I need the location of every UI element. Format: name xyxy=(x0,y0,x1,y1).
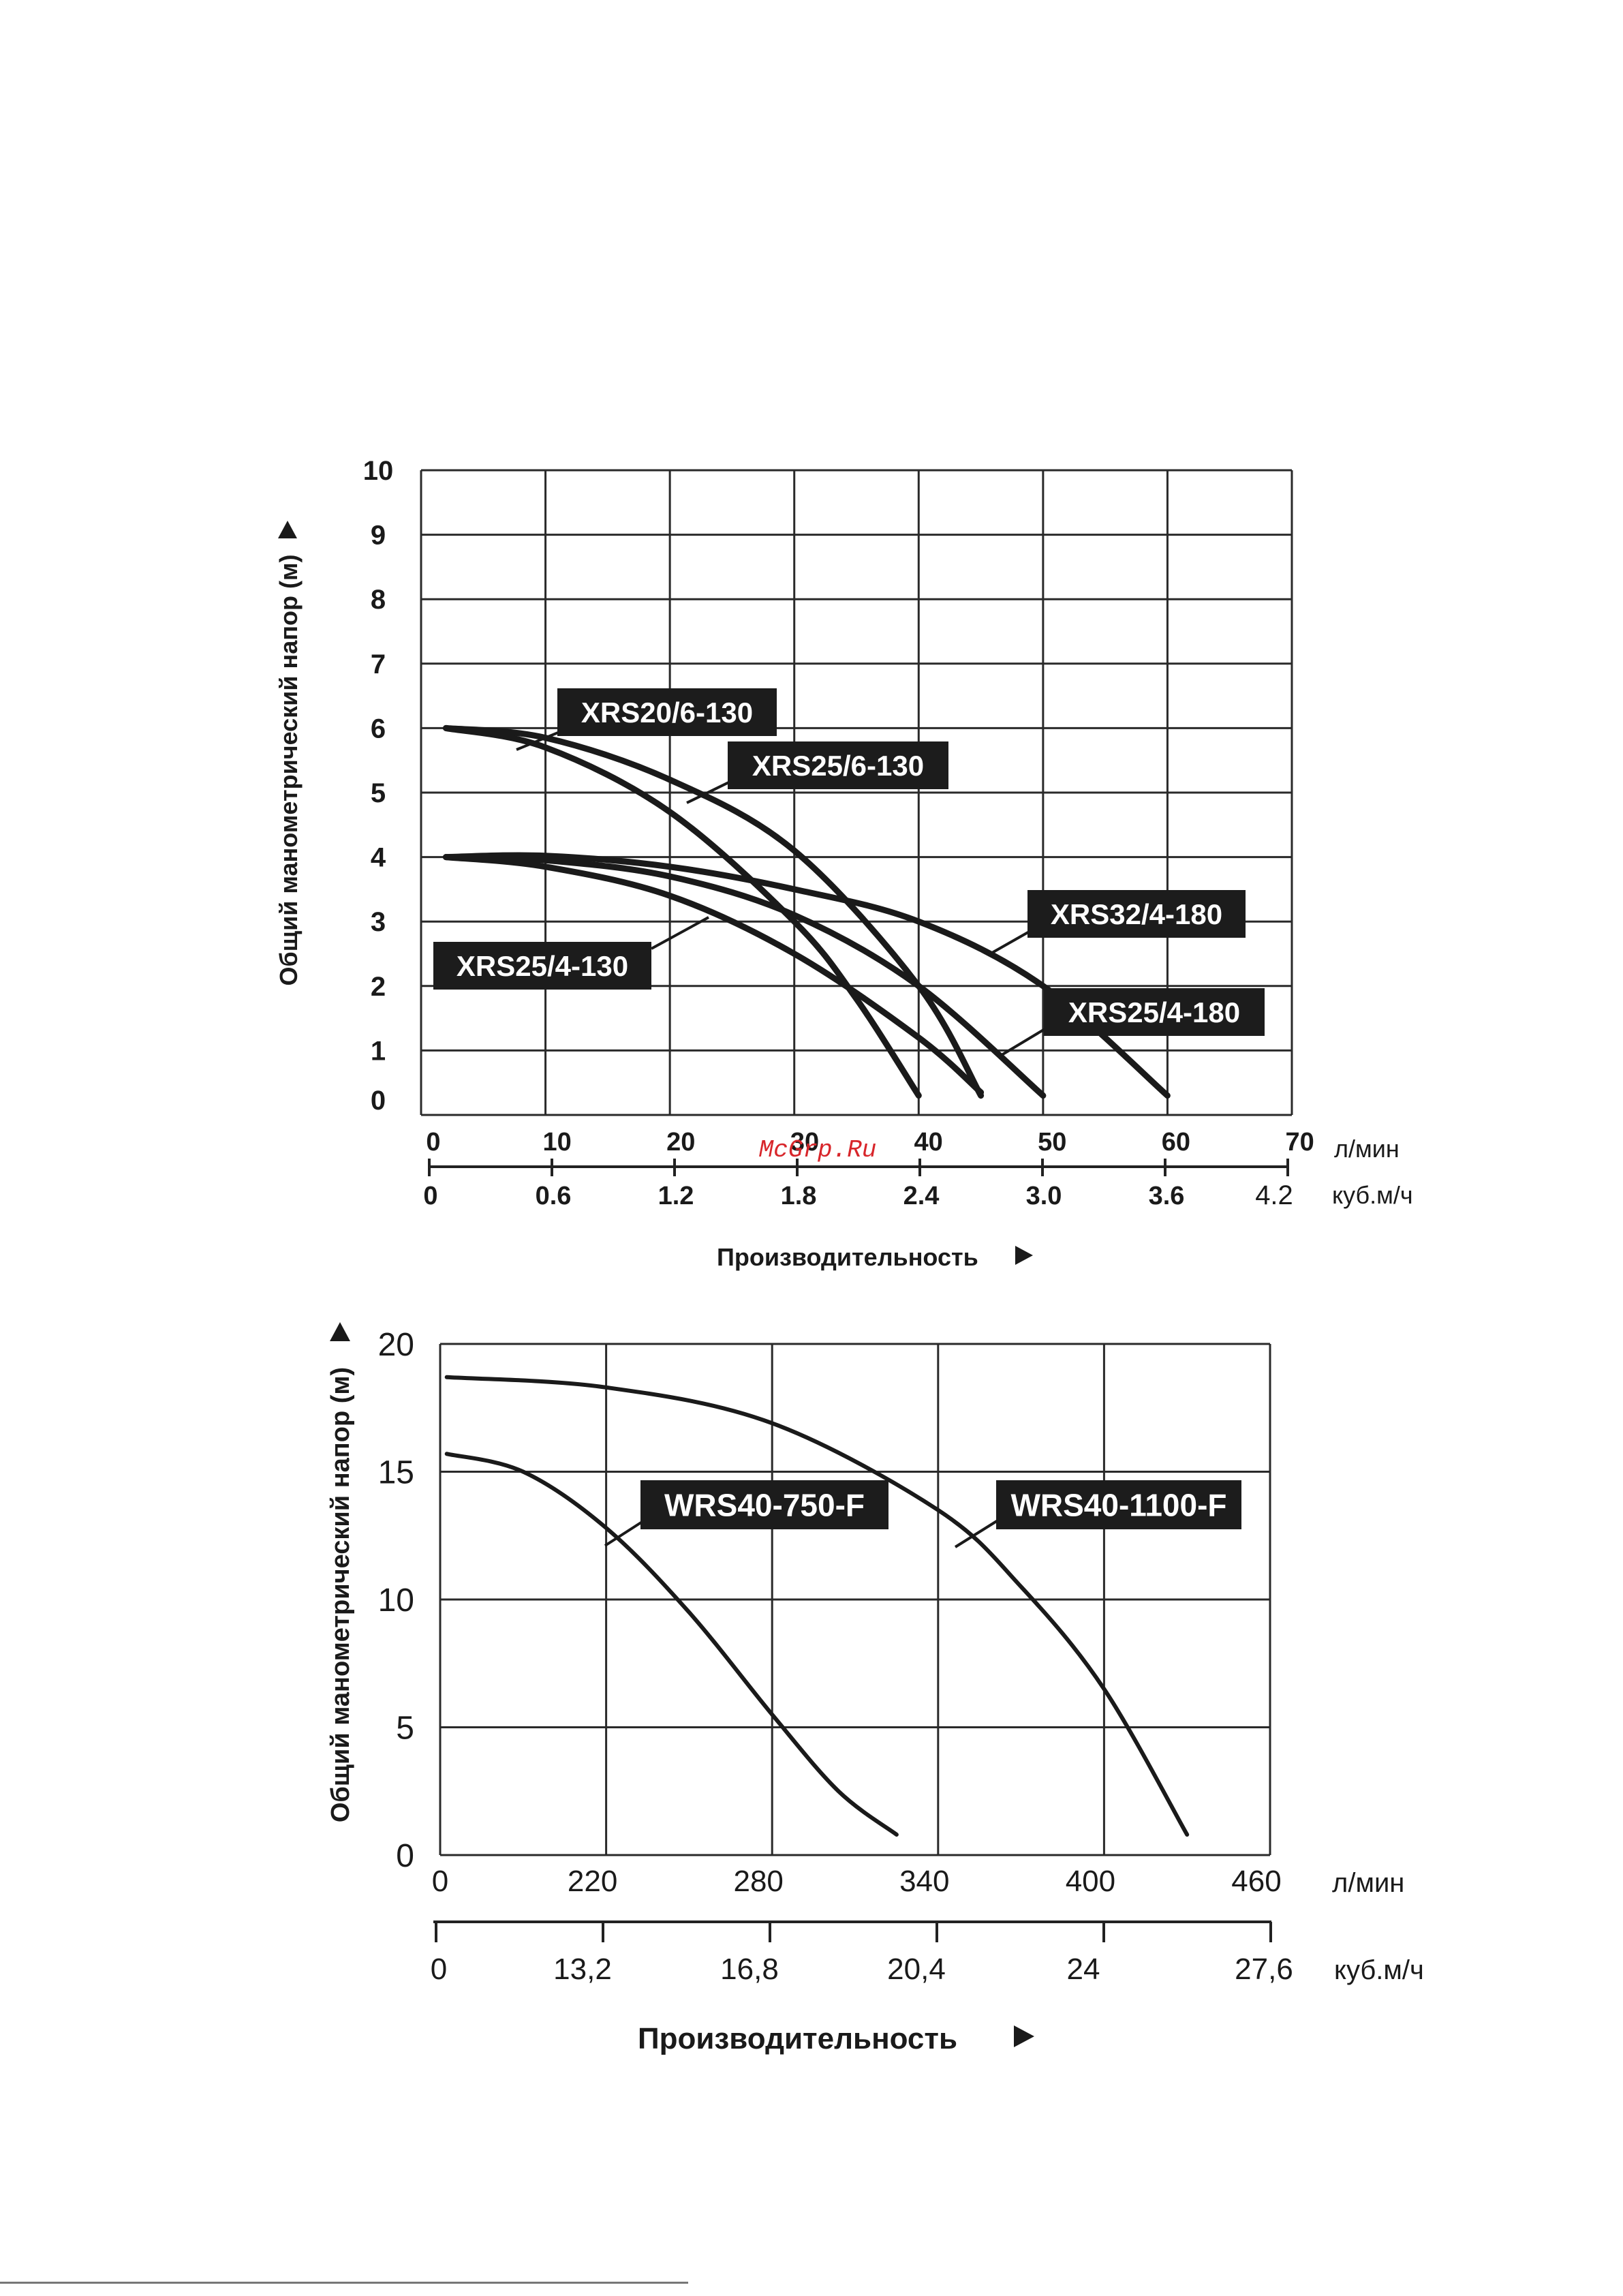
y-tick-label: 15 xyxy=(378,1455,414,1491)
x-tick-label-secondary: 27,6 xyxy=(1235,1953,1293,1986)
series-label-0: XRS20/6-130 xyxy=(581,697,753,729)
y-tick-label: 10 xyxy=(378,1582,414,1619)
series-label-0: WRS40-750-F xyxy=(664,1488,865,1523)
series-line-2 xyxy=(443,854,985,1096)
footer-rule xyxy=(0,2282,688,2284)
x-tick-label-primary: 0 xyxy=(426,1128,440,1157)
leader-line-2 xyxy=(651,916,709,950)
series-line-0 xyxy=(443,724,922,1099)
x-axis-arrow-icon xyxy=(1015,1246,1033,1265)
y-tick-label: 9 xyxy=(371,521,386,551)
x-tick-label-secondary: 0 xyxy=(423,1182,437,1210)
y-tick-label: 8 xyxy=(371,585,386,615)
y-tick-label: 5 xyxy=(371,778,386,808)
y-tick-label: 20 xyxy=(378,1327,414,1363)
y-tick-label: 2 xyxy=(371,972,386,1002)
x-axis-title: Производительность xyxy=(638,2022,957,2055)
x-tick-label-secondary: 3.0 xyxy=(1026,1182,1062,1210)
series-label-1: WRS40-1100-F xyxy=(1010,1488,1226,1523)
series-line-1 xyxy=(444,1375,1190,1837)
x-tick-label-primary: 10 xyxy=(543,1128,572,1157)
leader-line-0 xyxy=(604,1520,645,1547)
x-tick-label-primary: 30 xyxy=(790,1128,819,1157)
chart-2: 0 5 10 15 20 0 220 280 340 400 460 л/мин 0 13,2 16,8 20… xyxy=(326,1322,1424,2055)
x-tick-label-secondary: 1.2 xyxy=(658,1182,694,1210)
x-tick-label-secondary: 16,8 xyxy=(720,1953,779,1986)
y-axis-title: Общий манометрический напор (м) xyxy=(326,1367,355,1822)
x-tick-label-secondary: 24 xyxy=(1067,1953,1100,1986)
x-tick-label-secondary: 13,2 xyxy=(553,1953,612,1986)
x-tick-label-primary: 0 xyxy=(432,1865,448,1898)
x-tick-label-primary: 50 xyxy=(1038,1128,1066,1157)
x-tick-label-primary: 340 xyxy=(899,1865,949,1898)
series-label-4: XRS32/4-180 xyxy=(1051,898,1222,930)
series-label-box-0 xyxy=(640,1480,888,1529)
series-label-box-2 xyxy=(433,942,651,990)
y-tick-label: 7 xyxy=(371,649,386,679)
x-tick-label-secondary: 0.6 xyxy=(536,1182,572,1210)
x-tick-label-primary: 40 xyxy=(914,1128,942,1157)
x-tick-label-secondary: 0 xyxy=(431,1953,447,1986)
series-label-2: XRS25/4-130 xyxy=(457,950,628,982)
series-label-1: XRS25/6-130 xyxy=(752,750,924,782)
x-tick-label-primary: 400 xyxy=(1066,1865,1115,1898)
y-axis-arrow-icon xyxy=(278,521,297,538)
chart-1: 0 1 2 3 4 5 6 7 8 9 10 0 10 20 30 40 50 60 70 л/мин 0 0.6 1.2 1… xyxy=(275,456,1413,1271)
x-axis-arrow-icon xyxy=(1014,2025,1034,2047)
x-tick-label-primary: 460 xyxy=(1231,1865,1281,1898)
y-tick-label: 3 xyxy=(371,907,386,937)
y-tick-label: 10 xyxy=(363,456,394,486)
series-line-3 xyxy=(443,854,1047,1099)
x-tick-label-secondary: 1.8 xyxy=(781,1182,817,1210)
series-label-box-1 xyxy=(728,741,948,789)
x-tick-label-secondary: 3.6 xyxy=(1149,1182,1185,1210)
x-unit-secondary: куб.м/ч xyxy=(1332,1181,1413,1209)
x-tick-label-secondary: 2.4 xyxy=(903,1182,940,1210)
x-tick-label-secondary: 20,4 xyxy=(887,1953,946,1986)
series-label-3: XRS25/4-180 xyxy=(1068,996,1240,1028)
y-tick-label: 0 xyxy=(396,1838,414,1874)
leader-line-3 xyxy=(1000,1025,1051,1056)
x-unit-secondary: куб.м/ч xyxy=(1334,1955,1424,1985)
x-tick-label-primary: 70 xyxy=(1285,1128,1314,1157)
x-tick-label-secondary: 4.2 xyxy=(1255,1180,1293,1210)
y-tick-label: 4 xyxy=(371,843,386,873)
y-tick-label: 6 xyxy=(371,714,386,744)
series-line-0 xyxy=(444,1452,899,1837)
x-unit-primary: л/мин xyxy=(1332,1868,1404,1898)
y-tick-label: 5 xyxy=(396,1711,414,1747)
y-axis-arrow-icon xyxy=(330,1322,350,1341)
x-axis-title: Производительность xyxy=(717,1243,978,1271)
series-label-box-1 xyxy=(996,1480,1241,1529)
x-tick-label-primary: 280 xyxy=(733,1865,783,1898)
y-tick-label: 1 xyxy=(371,1036,386,1066)
series-label-box-0 xyxy=(557,688,777,736)
y-tick-label: 0 xyxy=(371,1086,386,1116)
watermark: McGrp.Ru xyxy=(759,1136,877,1164)
x-tick-label-primary: 220 xyxy=(568,1865,617,1898)
series-label-box-4 xyxy=(1027,890,1246,938)
x-unit-primary: л/мин xyxy=(1334,1135,1400,1163)
series-label-box-3 xyxy=(1044,988,1265,1036)
x-tick-label-primary: 20 xyxy=(666,1128,695,1157)
y-axis-title: Общий манометрический напор (м) xyxy=(275,554,303,985)
x-tick-label-primary: 60 xyxy=(1162,1128,1190,1157)
leader-line-1 xyxy=(954,1518,1000,1548)
